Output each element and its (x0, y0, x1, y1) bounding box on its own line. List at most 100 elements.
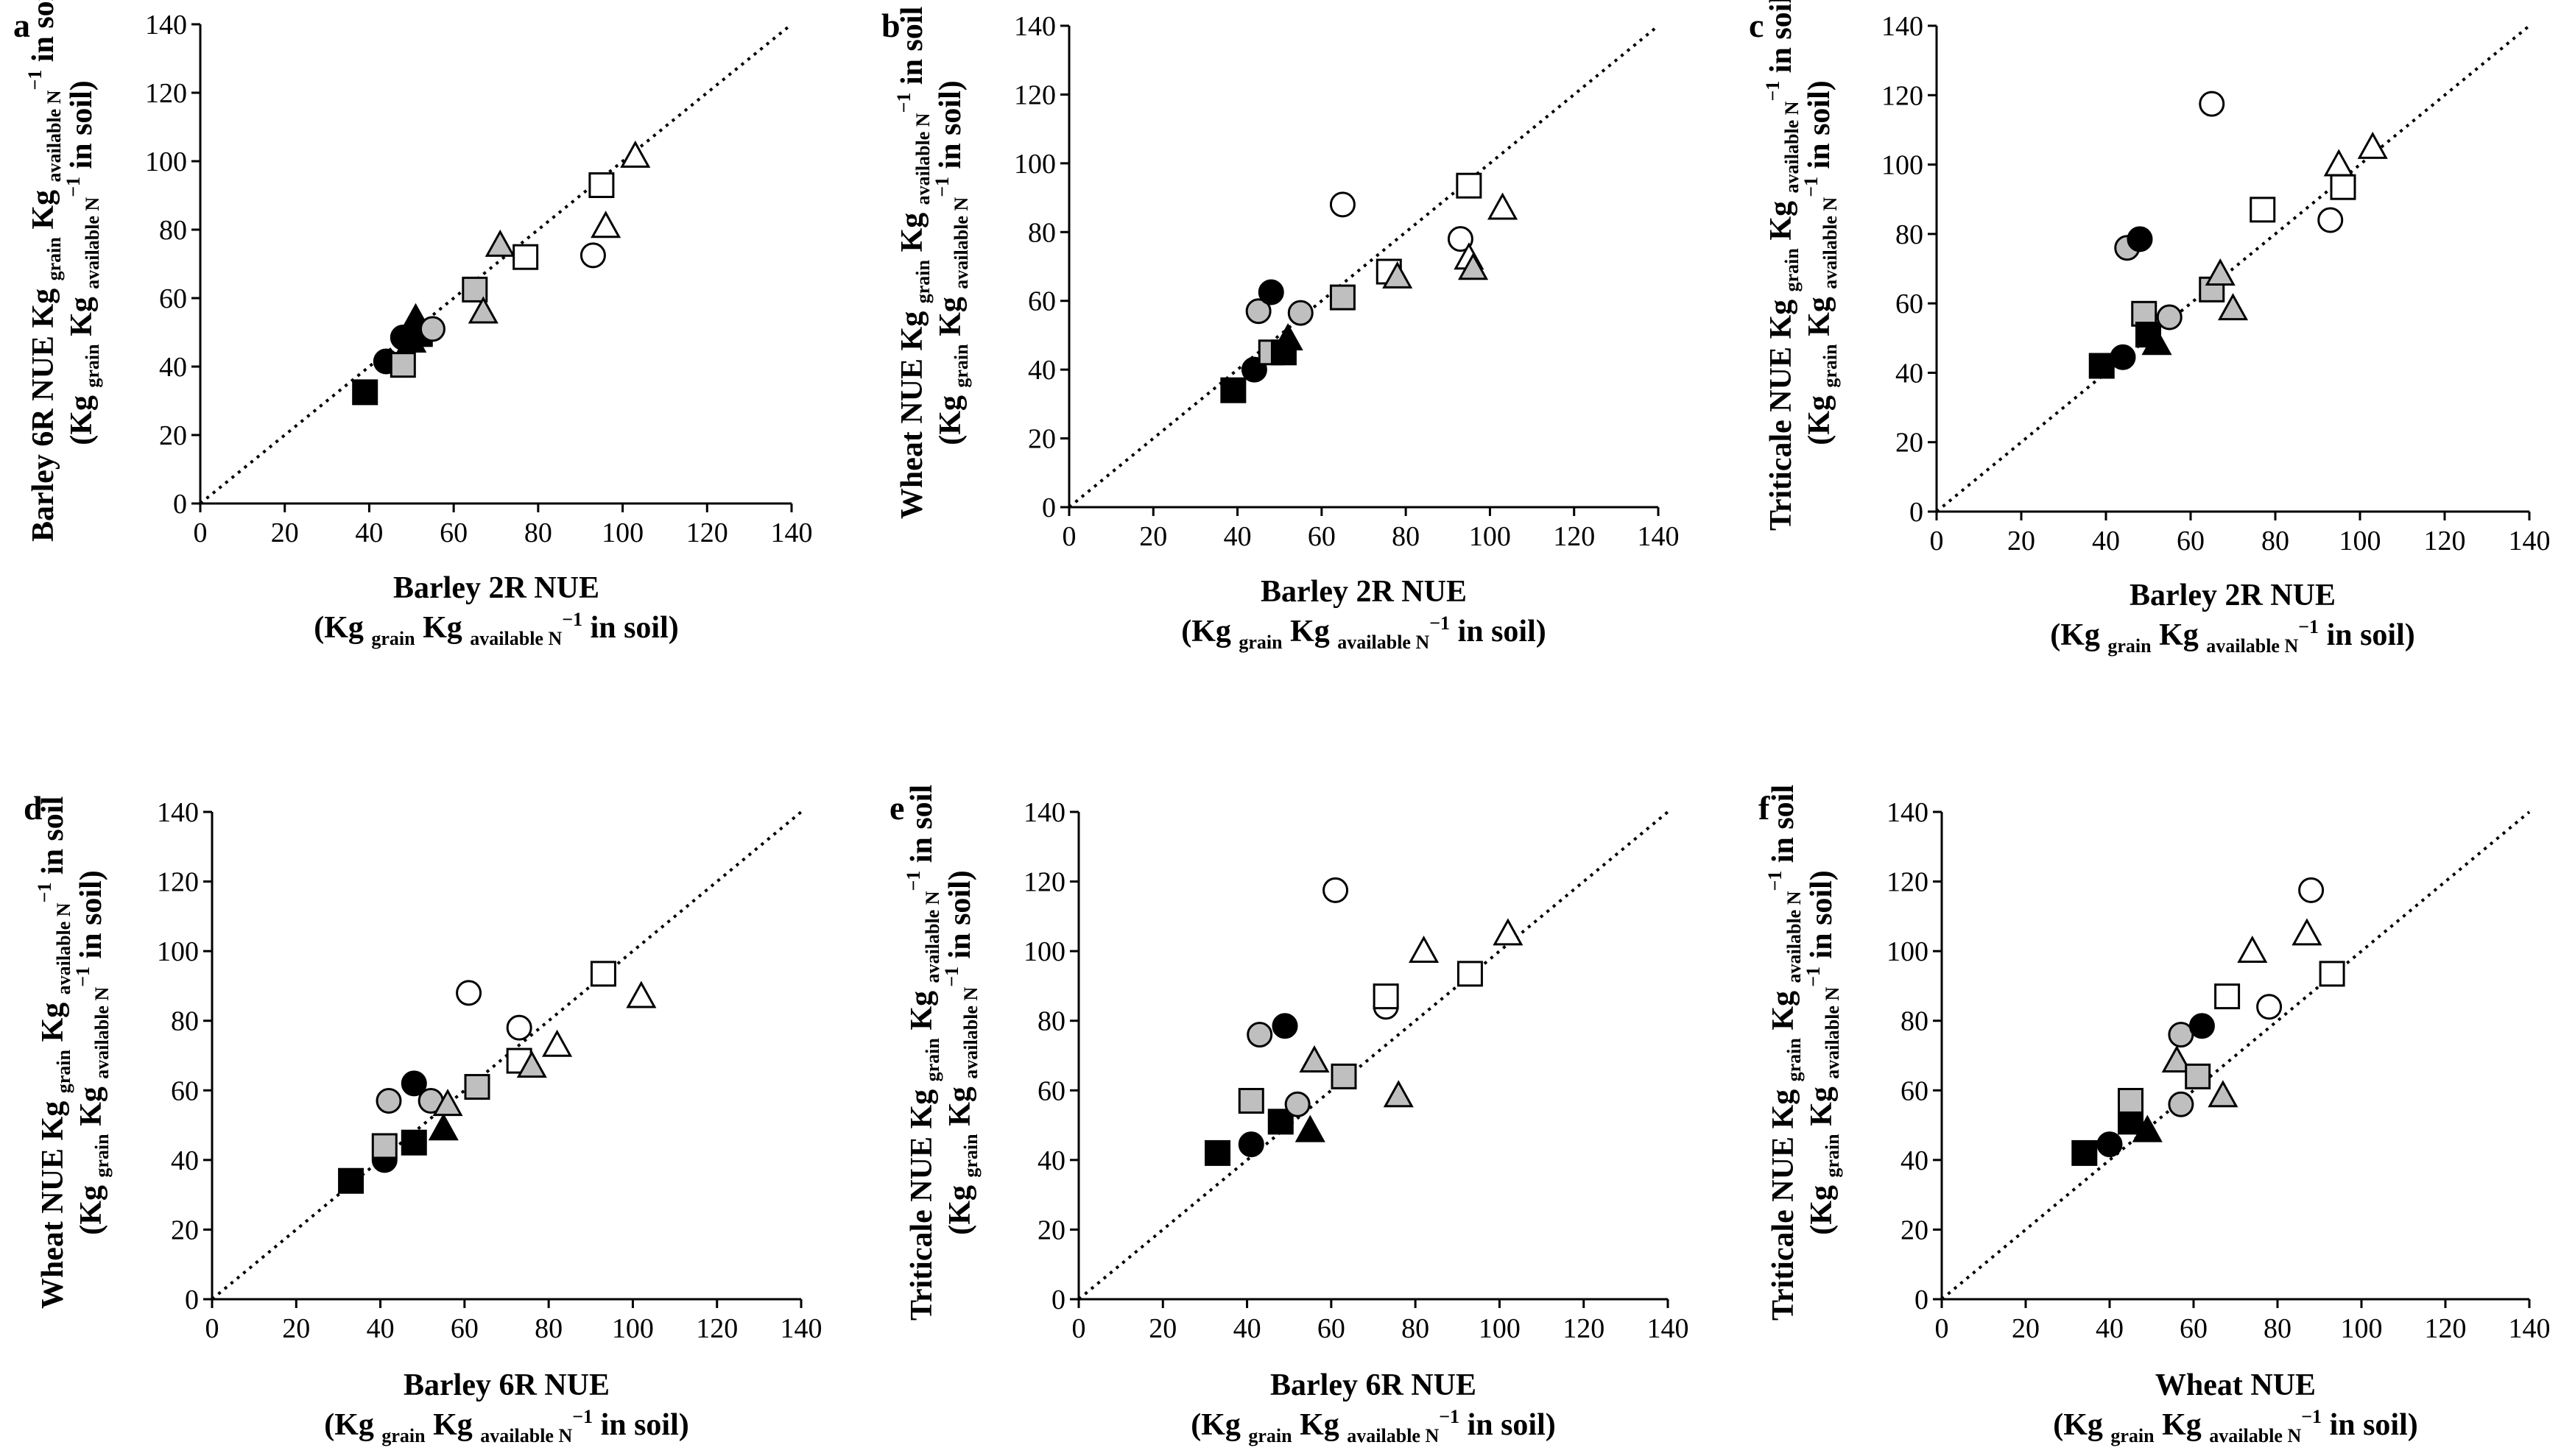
unit-kg: (Kg (1181, 615, 1239, 649)
data-point-square-white (2319, 961, 2345, 987)
y-tick-label: 40 (159, 352, 187, 383)
unit-superscript: −1 (63, 177, 84, 197)
unit-superscript: −1 (903, 871, 924, 891)
data-point-square-black (2118, 1109, 2143, 1135)
y-tick-label: 20 (1895, 428, 1923, 459)
unit-available-n: available N (1347, 1425, 1439, 1446)
data-point-triangle-grey (2217, 293, 2249, 321)
unit-kg: Kg (415, 611, 471, 645)
unit-superscript: −1 (941, 966, 962, 987)
x-axis-title: Wheat NUE (2155, 1368, 2316, 1402)
data-point-circle-white (456, 980, 482, 1006)
data-point-circle-grey (419, 316, 445, 342)
unit-grain: grain (82, 344, 103, 388)
x-axis-units: (Kg grain Kg available N−1 in soil) (1191, 1406, 1556, 1446)
data-point-square-white (2214, 983, 2241, 1010)
unit-close-paren: ) (943, 870, 977, 880)
y-tick-label: 20 (171, 1215, 199, 1245)
unit-superscript: −1 (572, 1406, 593, 1427)
unit-in-soil: in soil) (2319, 618, 2415, 652)
y-tick-label: 120 (157, 867, 199, 898)
data-point-triangle-black (2132, 1114, 2163, 1142)
x-tick-label: 20 (282, 1313, 310, 1344)
data-point-square-black (2071, 1139, 2098, 1166)
data-point-square-white (590, 961, 616, 987)
data-point-triangle-white (1487, 192, 1518, 220)
y-axis-units: (Kg grain Kg available N−1 in soil) (63, 80, 103, 445)
unit-available-n: available N (82, 197, 103, 289)
x-tick-label: 60 (440, 517, 468, 548)
unit-grain: grain (371, 628, 415, 649)
unit-available-n: available N (1781, 101, 1803, 193)
unit-in-soil: in soil (934, 91, 968, 177)
x-tick-label: 20 (1149, 1313, 1177, 1344)
unit-open-paren: ( (943, 1225, 977, 1235)
unit-kg: Kg (74, 1178, 108, 1225)
unit-superscript: −1 (1764, 871, 1786, 891)
unit-in-soil: in soil (1764, 0, 1798, 81)
unit-kg: (Kg (1191, 1408, 1248, 1442)
unit-available-n: available N (1822, 987, 1843, 1079)
unit-in-soil: in soil (943, 880, 977, 966)
y-axis-title-text: Barley 6R NUE (27, 328, 60, 542)
y-tick-label: 80 (1901, 1006, 1928, 1037)
unit-superscript: −1 (34, 883, 55, 903)
x-tick-label: 20 (2012, 1313, 2040, 1344)
data-point-square-white (2330, 174, 2356, 200)
unit-kg: Kg (65, 388, 99, 435)
data-point-circle-grey (1284, 1091, 1311, 1117)
unit-close-paren: ) (934, 80, 968, 91)
data-point-square-white (1373, 983, 1399, 1010)
x-tick-label: 0 (194, 517, 208, 548)
x-axis-title: Barley 2R NUE (2130, 579, 2336, 612)
x-tick-label: 60 (1317, 1313, 1345, 1344)
data-point-triangle-grey (2205, 258, 2236, 286)
data-point-circle-grey (376, 1087, 402, 1114)
data-point-triangle-black (1272, 323, 1303, 350)
unit-open-paren: ( (65, 435, 99, 445)
data-point-square-grey (2118, 1087, 2143, 1114)
x-tick-label: 100 (2339, 526, 2381, 556)
unit-in-soil: in soil (905, 785, 939, 871)
unit-close-paren: ) (74, 870, 108, 880)
unit-kg: Kg (1764, 291, 1798, 339)
unit-superscript: −1 (562, 609, 582, 630)
data-point-square-white (588, 172, 615, 199)
unit-in-soil: in soil (895, 7, 929, 93)
y-tick-label: 120 (1024, 867, 1065, 898)
y-tick-label: 100 (1887, 936, 1928, 967)
x-tick-label: 140 (771, 517, 813, 548)
y-tick-label: 80 (159, 215, 187, 246)
data-point-square-white (1456, 172, 1482, 199)
y-axis-units: (Kg grain Kg available N−1 in soil) (931, 80, 972, 445)
unit-in-soil: in soil) (1459, 1408, 1556, 1442)
data-point-circle-white (2199, 91, 2225, 117)
y-tick-label: 80 (1028, 217, 1056, 248)
unit-available-n: available N (91, 987, 113, 1079)
unit-in-soil: in soil (1805, 880, 1839, 966)
x-tick-label: 140 (2509, 526, 2551, 556)
unit-kg: Kg (934, 289, 968, 344)
unit-kg: Kg (2155, 1408, 2210, 1442)
unit-available-n: available N (2209, 1425, 2301, 1446)
y-tick-label: 0 (1914, 1284, 1928, 1315)
data-point-circle-black (2188, 1013, 2215, 1039)
panel-label: f (1758, 789, 1770, 827)
data-point-square-black (338, 1167, 364, 1194)
unit-kg: Kg (426, 1408, 481, 1442)
data-point-triangle-white (2357, 131, 2388, 159)
x-tick-label: 0 (1930, 526, 1944, 556)
x-tick-label: 60 (2180, 1313, 2208, 1344)
x-tick-label: 20 (1139, 521, 1167, 552)
x-tick-label: 100 (1469, 521, 1511, 552)
y-tick-label: 100 (157, 936, 199, 967)
data-point-circle-grey (1287, 300, 1314, 326)
unit-grain: grain (960, 1134, 982, 1178)
y-tick-label: 20 (159, 420, 187, 451)
y-tick-label: 80 (171, 1006, 199, 1037)
unit-grain: grain (2107, 635, 2152, 657)
x-tick-label: 120 (1553, 521, 1595, 552)
x-axis-units: (Kg grain Kg available N−1 in soil) (1181, 612, 1546, 653)
unit-available-n: available N (912, 113, 934, 205)
